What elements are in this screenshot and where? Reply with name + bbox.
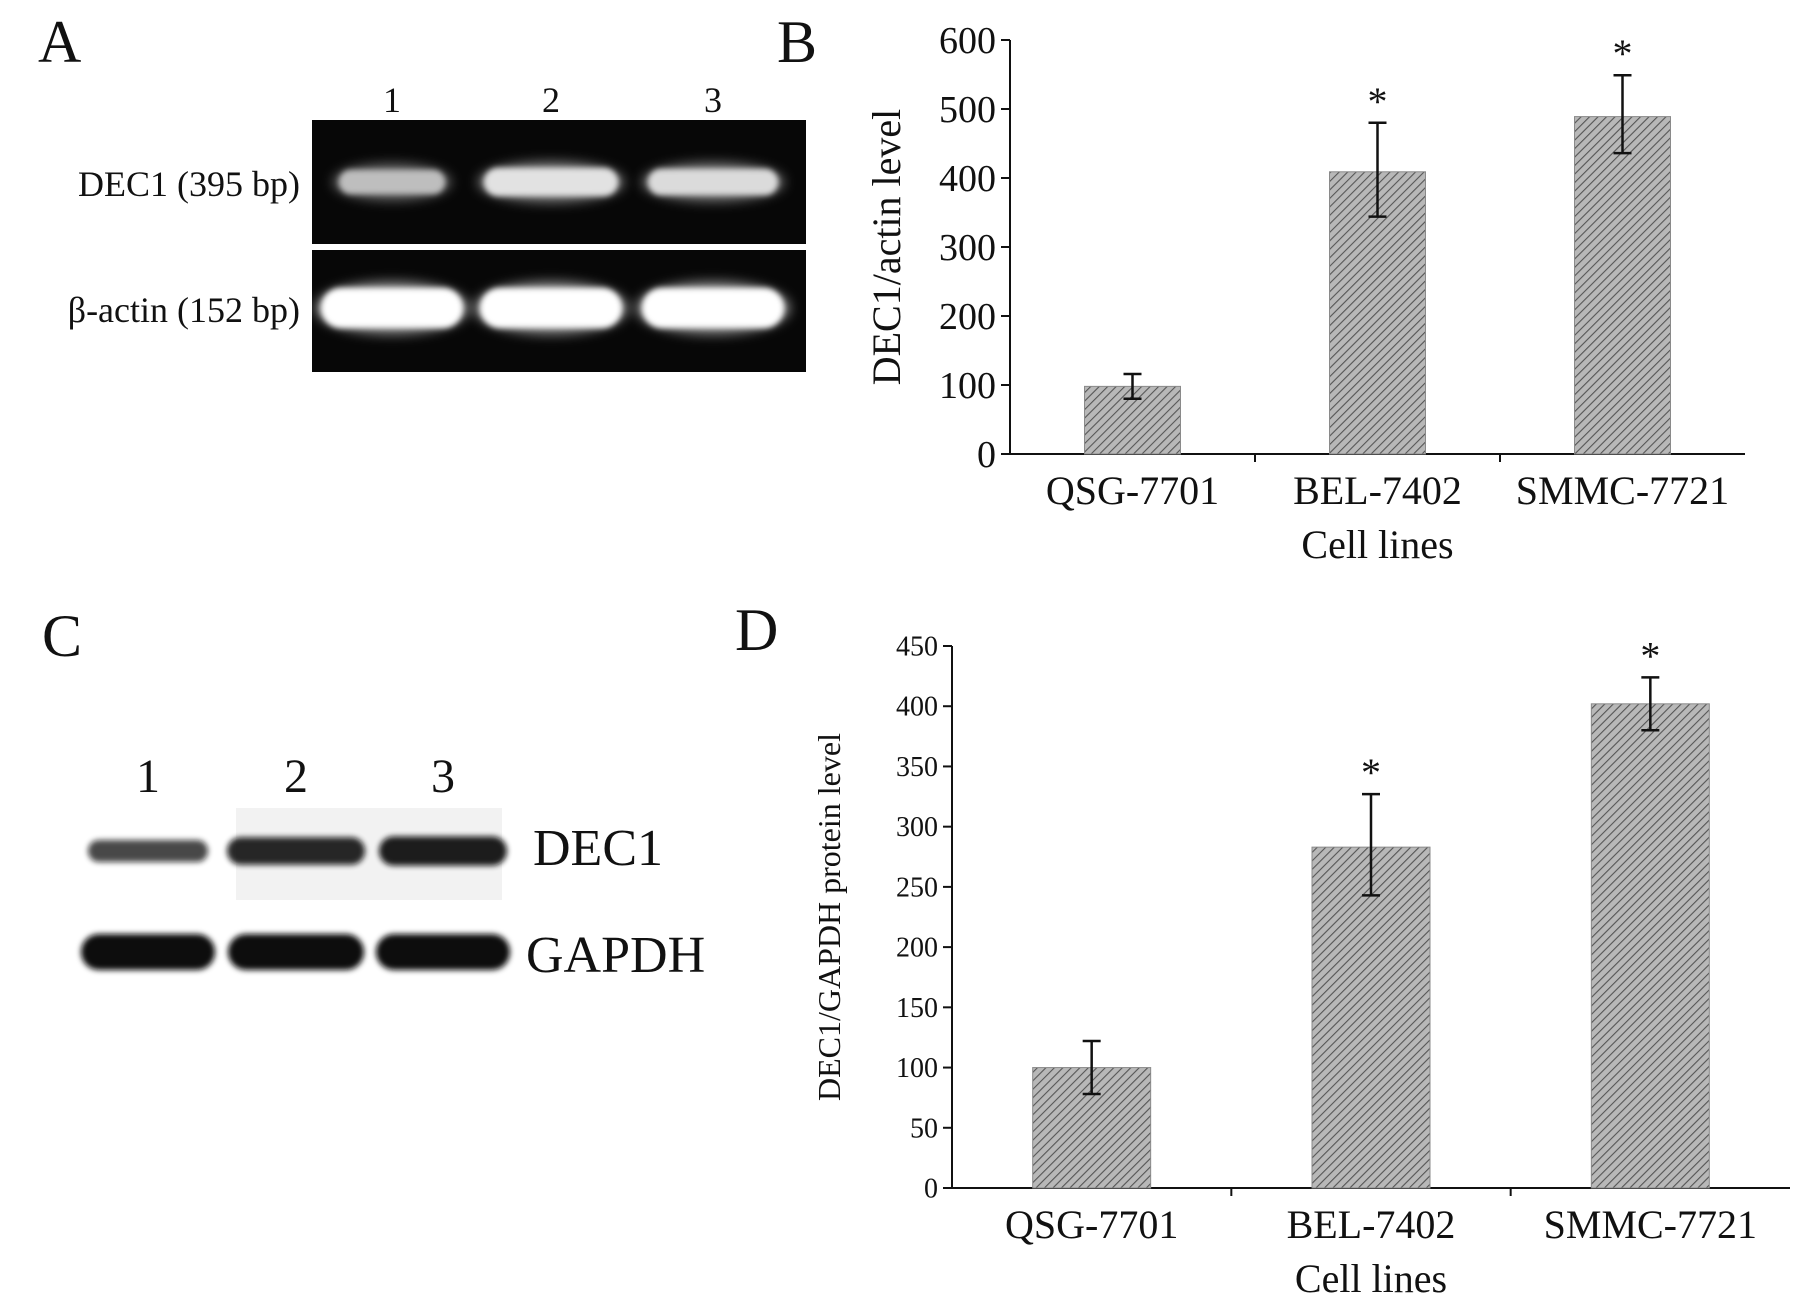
chart-b-significance-marker: * — [1613, 31, 1633, 76]
blot-c-band-row2-lane1 — [81, 934, 215, 970]
gel-a-dec1-label: DEC1 (395 bp) — [78, 164, 300, 204]
blot-c-lane-3-label: 3 — [431, 750, 455, 803]
chart-d-significance-marker: * — [1640, 633, 1660, 678]
panel-c: C 1 2 3 DEC1 GAPDH — [42, 603, 705, 984]
chart-b-y-tick-label: 200 — [939, 296, 996, 338]
chart-b-y-tick-label: 500 — [939, 89, 996, 131]
chart-d-bar — [1311, 846, 1431, 1189]
gel-a-lane-1-label: 1 — [383, 80, 401, 120]
chart-d-y-tick-label: 0 — [924, 1174, 938, 1205]
chart-b-category-label: QSG-7701 — [1046, 468, 1219, 513]
blot-c-lane-1-label: 1 — [136, 750, 160, 803]
chart-d-y-tick-label: 100 — [896, 1053, 938, 1084]
chart-d-x-axis-label: Cell lines — [1295, 1256, 1447, 1301]
chart-b-y-tick-label: 100 — [939, 365, 996, 407]
chart-d-y-tick-label: 150 — [896, 993, 938, 1024]
gel-a-band-row2-lane3 — [642, 288, 784, 328]
panel-b-letter: B — [777, 9, 817, 75]
gel-a-lane-2-label: 2 — [542, 80, 560, 120]
gel-a-band-row2-lane1 — [321, 288, 463, 328]
chart-b-significance-marker: * — [1368, 79, 1388, 124]
gel-a-band-row1-lane2 — [484, 168, 618, 196]
panel-c-letter: C — [42, 603, 82, 669]
chart-b: B DEC1/actin level Cell lines 0 100 200 300… — [777, 9, 1745, 567]
blot-c-band-row1-lane2 — [227, 837, 365, 865]
blot-c-band-row1-lane3 — [379, 836, 507, 866]
chart-d: D DEC1/GAPDH protein level Cell lines 0 5… — [735, 597, 1790, 1301]
chart-b-bar — [1329, 171, 1426, 455]
chart-b-y-axis-label: DEC1/actin level — [864, 109, 909, 386]
chart-d-significance-marker: * — [1361, 750, 1381, 795]
gel-a-bands — [315, 162, 790, 334]
panel-d-letter: D — [735, 597, 778, 663]
chart-d-y-tick-label: 250 — [896, 872, 938, 903]
chart-b-y-tick-label: 400 — [939, 158, 996, 200]
chart-b-x-axis-label: Cell lines — [1301, 522, 1453, 567]
chart-d-y-axis-label: DEC1/GAPDH protein level — [811, 733, 847, 1101]
chart-d-y-tick-label: 200 — [896, 933, 938, 964]
blot-c-band-row1-lane1 — [88, 839, 208, 863]
chart-d-category-label: QSG-7701 — [1005, 1202, 1178, 1247]
chart-d-category-label: BEL-7402 — [1287, 1202, 1456, 1247]
chart-b-bar — [1574, 116, 1671, 455]
blot-c-bands — [81, 836, 510, 970]
gel-a-band-row1-lane3 — [648, 169, 778, 195]
chart-b-y-tick-label: 600 — [939, 20, 996, 62]
chart-d-y-tick-label: 50 — [910, 1113, 938, 1144]
chart-d-y-tick-label: 400 — [896, 692, 938, 723]
gel-a-actin-label: β-actin (152 bp) — [68, 290, 300, 330]
gel-a-band-row1-lane1 — [339, 170, 445, 194]
blot-c-band-row2-lane3 — [376, 934, 510, 970]
blot-c-dec1-label: DEC1 — [533, 820, 663, 877]
panel-a-letter: A — [38, 9, 81, 75]
chart-b-y-tick-label: 300 — [939, 227, 996, 269]
blot-c-band-row2-lane2 — [228, 934, 364, 970]
chart-d-y-tick-label: 300 — [896, 812, 938, 843]
gel-a-lane-3-label: 3 — [704, 80, 722, 120]
chart-d-category-label: SMMC-7721 — [1544, 1202, 1757, 1247]
chart-b-y-tick-label: 0 — [977, 434, 996, 476]
gel-a-band-row2-lane2 — [480, 288, 622, 328]
chart-d-bar — [1590, 703, 1710, 1189]
blot-c-lane-2-label: 2 — [284, 750, 308, 803]
chart-d-y-tick-label: 350 — [896, 752, 938, 783]
panel-a: A 1 2 3 DEC1 (395 bp) β-actin (152 bp) — [38, 9, 806, 372]
chart-b-category-label: SMMC-7721 — [1516, 468, 1729, 513]
chart-d-y-tick-label: 450 — [896, 632, 938, 663]
chart-b-category-label: BEL-7402 — [1293, 468, 1462, 513]
blot-c-gapdh-label: GAPDH — [526, 927, 705, 984]
